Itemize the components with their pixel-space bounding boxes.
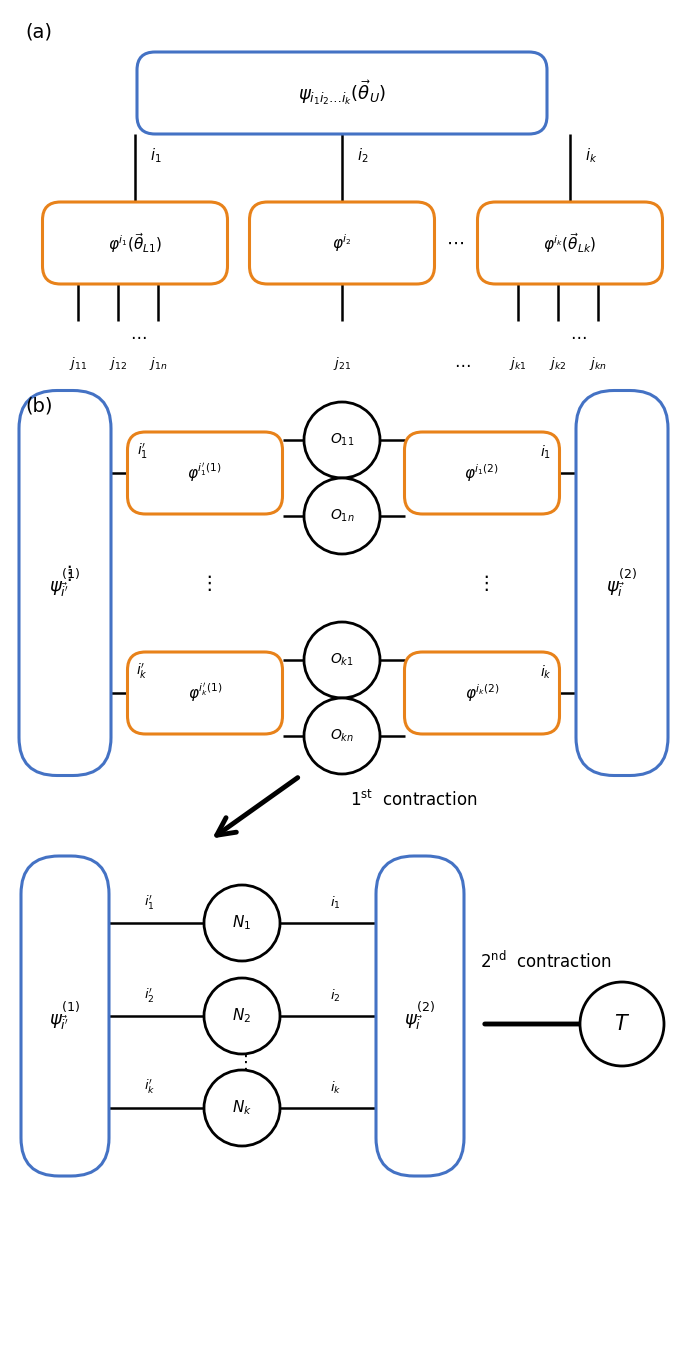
Text: $\psi_{i_1 i_2 \ldots i_k}(\vec{\theta}_U)$: $\psi_{i_1 i_2 \ldots i_k}(\vec{\theta}_… bbox=[298, 79, 386, 107]
FancyBboxPatch shape bbox=[127, 432, 282, 513]
Text: $\vdots$: $\vdots$ bbox=[59, 564, 71, 583]
Text: $\varphi^{i_2}$: $\varphi^{i_2}$ bbox=[332, 232, 352, 254]
Text: $N_k$: $N_k$ bbox=[232, 1099, 252, 1118]
Text: $\varphi^{i_k}(\vec{\theta}_{Lk})$: $\varphi^{i_k}(\vec{\theta}_{Lk})$ bbox=[543, 231, 597, 255]
Text: $\varphi^{i_1}(\vec{\theta}_{L1})$: $\varphi^{i_1}(\vec{\theta}_{L1})$ bbox=[108, 231, 162, 255]
Text: $\psi_{\vec{i}^{\prime}}^{(1)}$: $\psi_{\vec{i}^{\prime}}^{(1)}$ bbox=[49, 999, 81, 1032]
Text: $i_k$: $i_k$ bbox=[585, 147, 597, 164]
Text: $\vdots$: $\vdots$ bbox=[236, 1052, 248, 1071]
Text: $O_{1n}$: $O_{1n}$ bbox=[329, 508, 354, 524]
Text: $T$: $T$ bbox=[614, 1014, 630, 1033]
Text: $\varphi^{i_k'(1)}$: $\varphi^{i_k'(1)}$ bbox=[188, 682, 223, 705]
Text: $i_k'$: $i_k'$ bbox=[144, 1078, 155, 1096]
Text: $j_{11}$: $j_{11}$ bbox=[69, 356, 87, 372]
Text: $O_{k1}$: $O_{k1}$ bbox=[330, 652, 354, 668]
FancyBboxPatch shape bbox=[376, 856, 464, 1176]
Text: $N_2$: $N_2$ bbox=[232, 1006, 251, 1025]
Circle shape bbox=[304, 402, 380, 478]
Text: $i_1'$: $i_1'$ bbox=[145, 894, 155, 911]
Text: $i_k'$: $i_k'$ bbox=[136, 661, 148, 680]
Text: $\psi_{\vec{i}}^{(2)}$: $\psi_{\vec{i}}^{(2)}$ bbox=[606, 568, 638, 599]
Text: (b): (b) bbox=[25, 397, 53, 416]
Circle shape bbox=[204, 1070, 280, 1146]
Circle shape bbox=[204, 885, 280, 961]
Text: $\psi_{\vec{i}^{\prime}}^{(1)}$: $\psi_{\vec{i}^{\prime}}^{(1)}$ bbox=[49, 568, 81, 599]
Text: $N_1$: $N_1$ bbox=[232, 914, 251, 933]
Text: $\vdots$: $\vdots$ bbox=[199, 573, 212, 593]
Text: $i_2'$: $i_2'$ bbox=[145, 986, 155, 1004]
Circle shape bbox=[204, 978, 280, 1054]
Text: $i_1$: $i_1$ bbox=[540, 444, 551, 460]
Text: $\cdots$: $\cdots$ bbox=[129, 327, 147, 345]
Circle shape bbox=[304, 478, 380, 554]
Text: $j_{k2}$: $j_{k2}$ bbox=[549, 356, 566, 372]
Circle shape bbox=[580, 982, 664, 1066]
Text: $j_{21}$: $j_{21}$ bbox=[333, 356, 351, 372]
Text: $i_2$: $i_2$ bbox=[357, 147, 369, 164]
FancyBboxPatch shape bbox=[477, 202, 662, 284]
Text: $\psi_{\vec{i}}^{(2)}$: $\psi_{\vec{i}}^{(2)}$ bbox=[404, 999, 436, 1032]
FancyBboxPatch shape bbox=[19, 391, 111, 775]
Text: $j_{12}$: $j_{12}$ bbox=[109, 356, 127, 372]
FancyBboxPatch shape bbox=[576, 391, 668, 775]
Text: $\varphi^{i_1(2)}$: $\varphi^{i_1(2)}$ bbox=[464, 462, 499, 483]
Text: $\cdots$: $\cdots$ bbox=[570, 327, 586, 345]
Text: $i_1$: $i_1$ bbox=[330, 895, 340, 911]
FancyBboxPatch shape bbox=[405, 652, 560, 735]
Text: $\cdots$: $\cdots$ bbox=[453, 354, 471, 373]
Text: $2^{\rm nd}$  contraction: $2^{\rm nd}$ contraction bbox=[480, 951, 612, 971]
FancyBboxPatch shape bbox=[42, 202, 227, 284]
FancyBboxPatch shape bbox=[127, 652, 282, 735]
Text: $j_{kn}$: $j_{kn}$ bbox=[589, 356, 607, 372]
Text: $j_{k1}$: $j_{k1}$ bbox=[509, 356, 527, 372]
Text: $i_k$: $i_k$ bbox=[540, 664, 552, 680]
Text: $O_{11}$: $O_{11}$ bbox=[329, 432, 354, 448]
Text: $i_2$: $i_2$ bbox=[330, 987, 340, 1004]
Text: $\varphi^{i_1'(1)}$: $\varphi^{i_1'(1)}$ bbox=[188, 462, 223, 485]
Text: $j_{1n}$: $j_{1n}$ bbox=[149, 356, 167, 372]
Circle shape bbox=[304, 622, 380, 698]
Circle shape bbox=[304, 698, 380, 774]
FancyBboxPatch shape bbox=[249, 202, 434, 284]
Text: (a): (a) bbox=[25, 23, 52, 42]
FancyBboxPatch shape bbox=[21, 856, 109, 1176]
Text: $1^{\rm st}$  contraction: $1^{\rm st}$ contraction bbox=[350, 790, 477, 811]
Text: $i_1$: $i_1$ bbox=[150, 147, 162, 164]
Text: $O_{kn}$: $O_{kn}$ bbox=[330, 728, 354, 744]
Text: $i_k$: $i_k$ bbox=[330, 1080, 341, 1096]
Text: $\varphi^{i_k(2)}$: $\varphi^{i_k(2)}$ bbox=[464, 682, 499, 703]
Text: $\vdots$: $\vdots$ bbox=[475, 573, 488, 593]
FancyBboxPatch shape bbox=[405, 432, 560, 513]
Text: $i_1'$: $i_1'$ bbox=[137, 441, 148, 460]
Text: $\cdots$: $\cdots$ bbox=[446, 234, 464, 253]
FancyBboxPatch shape bbox=[137, 52, 547, 134]
